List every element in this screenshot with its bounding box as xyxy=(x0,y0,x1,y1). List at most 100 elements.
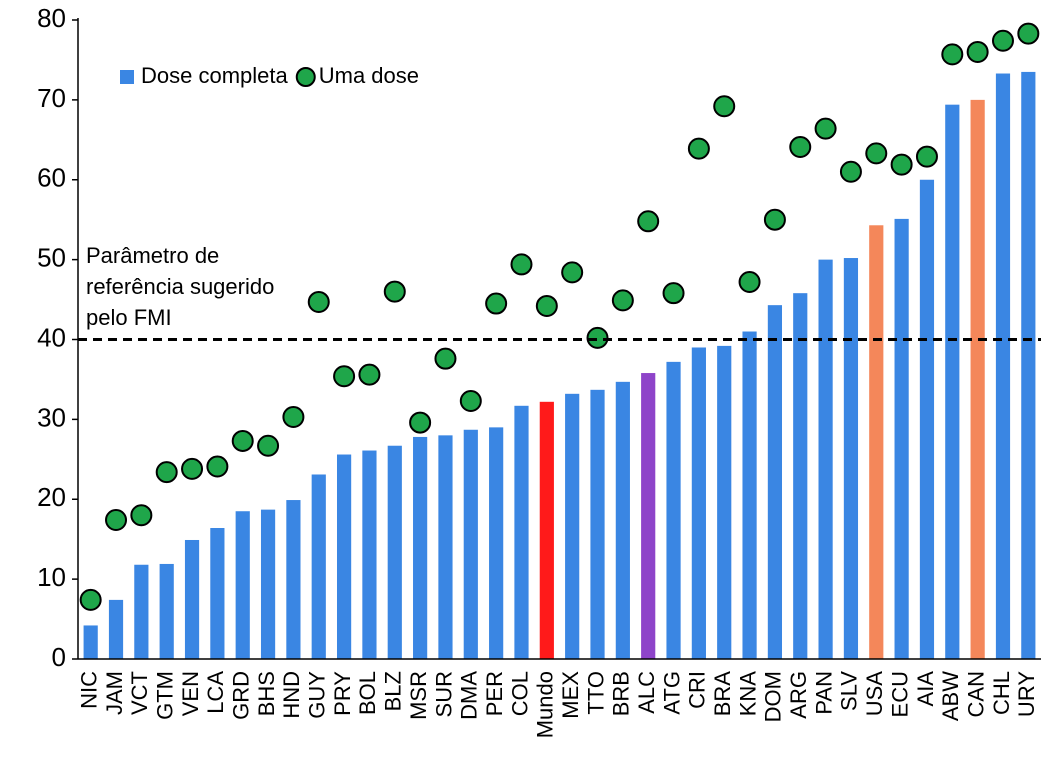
dot xyxy=(713,95,736,118)
y-tick-label: 80 xyxy=(37,3,66,33)
x-tick-label: MEX xyxy=(558,671,583,719)
dot xyxy=(282,405,305,428)
bar xyxy=(869,225,884,659)
dot xyxy=(459,390,482,413)
dot xyxy=(307,290,330,313)
x-tick-label: KNA xyxy=(735,671,760,717)
x-tick-label: CHL xyxy=(989,671,1014,715)
x-tick-label: BLZ xyxy=(381,671,406,711)
x-tick-label: NIC xyxy=(76,671,101,709)
bar xyxy=(260,509,276,659)
dot xyxy=(611,289,634,312)
x-tick-label: ECU xyxy=(887,671,912,717)
dot xyxy=(105,509,128,532)
dot xyxy=(789,136,812,159)
dot xyxy=(687,137,710,160)
bar xyxy=(843,258,859,659)
bar xyxy=(159,563,174,659)
dot xyxy=(257,434,280,457)
dot xyxy=(206,455,229,478)
y-tick-label: 0 xyxy=(52,642,66,672)
dot xyxy=(814,117,837,140)
annotation: pelo FMI xyxy=(86,305,172,330)
bar xyxy=(134,564,149,659)
x-tick-label: JAM xyxy=(102,671,127,715)
dot xyxy=(535,294,558,317)
x-tick-label: LCA xyxy=(203,671,228,714)
bar xyxy=(995,73,1011,660)
bar xyxy=(362,450,377,659)
dot xyxy=(915,145,938,168)
x-tick-label: BRA xyxy=(710,671,735,717)
bar xyxy=(514,405,529,659)
x-tick-label: GUY xyxy=(305,671,330,719)
y-tick-label: 10 xyxy=(37,562,66,592)
legend-label: Dose completa xyxy=(141,63,289,88)
dot xyxy=(738,270,761,293)
bar xyxy=(945,104,960,660)
x-tick-label: VEN xyxy=(178,671,203,716)
x-tick-label: BOL xyxy=(355,671,380,715)
y-tick-label: 60 xyxy=(37,163,66,193)
dot xyxy=(130,504,153,527)
dot xyxy=(662,282,685,305)
dot xyxy=(586,326,609,349)
dot xyxy=(79,588,102,611)
x-tick-label: ABW xyxy=(938,671,963,721)
bar xyxy=(108,599,124,659)
bar xyxy=(235,511,250,659)
x-tick-label: PAN xyxy=(811,671,836,715)
x-tick-label: CAN xyxy=(963,671,988,717)
dot xyxy=(181,457,204,480)
dot xyxy=(561,261,584,284)
bar xyxy=(793,293,808,659)
bar xyxy=(311,474,326,659)
x-tick-label: BHS xyxy=(254,671,279,716)
dot xyxy=(485,292,508,315)
x-tick-label: ARG xyxy=(786,671,811,719)
bar xyxy=(336,454,352,659)
dot xyxy=(865,142,888,165)
bar xyxy=(691,347,706,659)
x-tick-label: SUR xyxy=(431,671,456,717)
x-tick-label: URY xyxy=(1014,671,1039,717)
x-tick-label: CRI xyxy=(685,671,710,709)
bar xyxy=(413,436,428,659)
dot xyxy=(941,43,964,66)
bar xyxy=(742,331,757,659)
bar xyxy=(463,429,478,659)
x-tick-label: ALC xyxy=(634,671,659,714)
bar xyxy=(210,528,225,659)
bar xyxy=(894,218,909,660)
x-tick-label: MSR xyxy=(406,671,431,720)
bar xyxy=(565,393,580,659)
x-tick-label: ATG xyxy=(659,671,684,715)
x-tick-label: TTO xyxy=(583,671,608,715)
bar xyxy=(387,445,402,659)
x-tick-label: GTM xyxy=(153,671,178,720)
dot xyxy=(155,461,178,484)
bar xyxy=(666,361,681,659)
bar xyxy=(539,401,554,659)
x-tick-label: USA xyxy=(862,671,887,717)
dot xyxy=(333,365,356,388)
x-tick-label: DMA xyxy=(457,671,482,720)
bar xyxy=(615,381,630,659)
annotation: Parâmetro de xyxy=(86,243,219,268)
x-tick-label: DOM xyxy=(761,671,786,722)
dot xyxy=(383,280,406,303)
legend-label: Uma dose xyxy=(319,63,419,88)
x-tick-label: HND xyxy=(279,671,304,719)
bar xyxy=(83,625,98,659)
x-tick-label: AIA xyxy=(913,671,938,707)
bar xyxy=(717,345,732,659)
bar xyxy=(818,259,833,659)
y-tick-label: 30 xyxy=(37,402,66,432)
bar xyxy=(919,179,935,659)
bar xyxy=(438,435,453,659)
dot xyxy=(890,153,913,176)
dot xyxy=(1017,22,1040,45)
x-tick-label: PER xyxy=(482,671,507,716)
y-tick-label: 20 xyxy=(37,482,66,512)
